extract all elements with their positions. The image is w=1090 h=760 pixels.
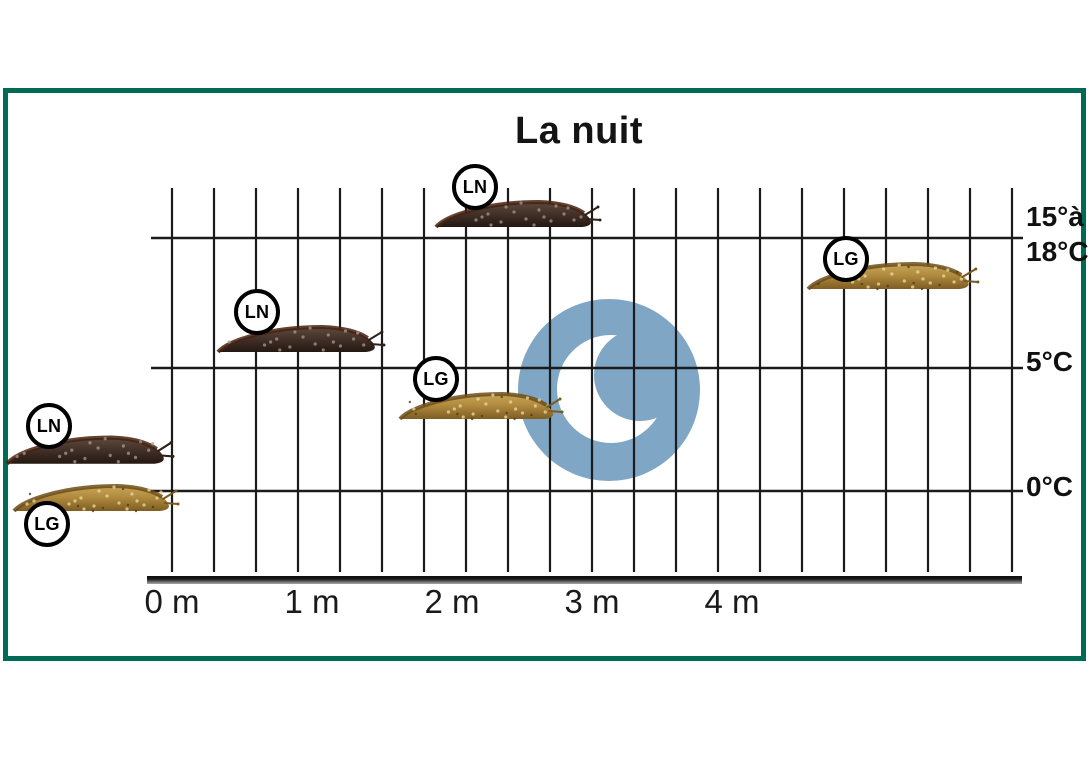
- badge-ln-mid-left: LN: [234, 289, 280, 335]
- temperature-label-5: 5°C: [1026, 346, 1073, 377]
- slug-ln-top: [434, 190, 604, 232]
- badge-ln-far-left: LN: [26, 403, 72, 449]
- badge-lg-top-right: LG: [823, 236, 869, 282]
- distance-label-2m: 2 m: [424, 583, 480, 620]
- distance-label-0m: 0 m: [144, 583, 200, 620]
- distance-label-1m: 1 m: [284, 583, 340, 620]
- badge-lg-far-left: LG: [24, 501, 70, 547]
- slug-lg-center: [398, 382, 566, 424]
- temperature-label-18: 18°C: [1026, 236, 1089, 267]
- slug-ln-mid-left: [216, 315, 388, 357]
- figure-title: La nuit: [514, 110, 644, 152]
- figure-frame: [3, 88, 1086, 661]
- slug-ln-far-left: [5, 425, 177, 469]
- crescent-moon-icon: [518, 299, 700, 481]
- badge-lg-center: LG: [413, 356, 459, 402]
- distance-label-3m: 3 m: [564, 583, 620, 620]
- badge-ln-top: LN: [452, 164, 498, 210]
- temperature-label-15: 15°à: [1026, 201, 1084, 232]
- distance-label-4m: 4 m: [704, 583, 760, 620]
- distance-axis-bar: [147, 576, 1022, 584]
- temperature-label-0: 0°C: [1026, 471, 1073, 502]
